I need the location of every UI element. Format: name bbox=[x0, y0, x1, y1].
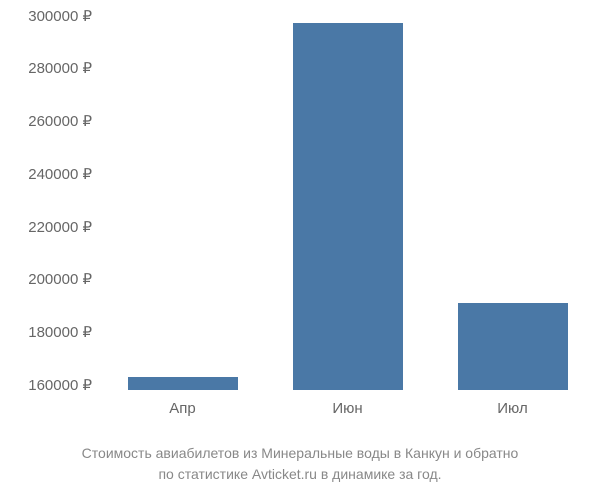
y-tick-label: 200000 ₽ bbox=[28, 270, 92, 288]
price-chart: 160000 ₽ 180000 ₽ 200000 ₽ 220000 ₽ 240000 ₽… bbox=[0, 0, 600, 430]
x-tick-label: Июл bbox=[497, 400, 527, 417]
caption-line-2: по статистике Avticket.ru в динамике за … bbox=[158, 466, 441, 482]
y-tick-label: 220000 ₽ bbox=[28, 218, 92, 236]
bar bbox=[458, 303, 568, 390]
y-tick-label: 280000 ₽ bbox=[28, 59, 92, 77]
x-tick-label: Июн bbox=[332, 400, 362, 417]
bar bbox=[293, 23, 403, 390]
bar bbox=[128, 377, 238, 390]
caption-line-1: Стоимость авиабилетов из Минеральные вод… bbox=[82, 445, 519, 461]
plot-area bbox=[100, 5, 595, 390]
chart-caption: Стоимость авиабилетов из Минеральные вод… bbox=[0, 443, 600, 485]
y-axis: 160000 ₽180000 ₽200000 ₽220000 ₽240000 ₽… bbox=[0, 0, 100, 390]
y-tick-label: 180000 ₽ bbox=[28, 323, 92, 341]
y-tick-label: 260000 ₽ bbox=[28, 112, 92, 130]
y-tick-label: 160000 ₽ bbox=[28, 376, 92, 394]
x-axis: Апр Июн Июл bbox=[100, 395, 595, 425]
y-tick-label: 240000 ₽ bbox=[28, 165, 92, 183]
x-tick-label: Апр bbox=[169, 400, 195, 417]
y-tick-label: 300000 ₽ bbox=[28, 7, 92, 25]
